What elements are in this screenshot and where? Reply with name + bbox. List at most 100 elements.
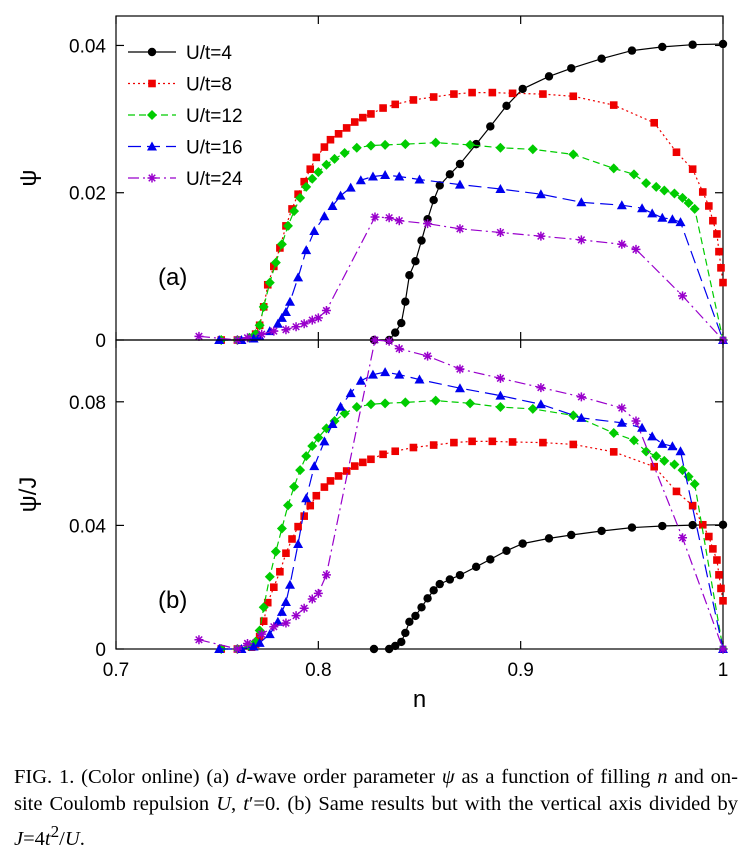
panel-b-data-point [367, 369, 378, 379]
panel-b-series-u-t-16 [214, 367, 728, 653]
panel-b-data-point [569, 440, 578, 449]
panel-b-data-point [657, 438, 668, 448]
panel-b-data-point [369, 644, 379, 654]
panel-a-data-point [455, 159, 465, 169]
panel-a-data-point [576, 235, 586, 245]
panel-b-data-point [282, 500, 293, 511]
panel-b-data-point [307, 594, 317, 604]
legend-marker-u-t-16 [147, 141, 157, 151]
panel-b-plot-frame [115, 339, 724, 650]
panel-a-data-point [678, 291, 688, 301]
panel-a-data-point [675, 217, 686, 227]
panel-b-data-point [536, 383, 546, 393]
panel-b-data-point [450, 438, 458, 447]
panel-b-data-point [257, 629, 267, 639]
panel-a-data-point [367, 110, 375, 118]
panel-a-data-point [365, 140, 376, 151]
panel-b-data-point [637, 422, 648, 432]
panel-b-data-point [259, 617, 268, 625]
panel-a-data-point [502, 101, 511, 111]
panel-a-data-point [280, 307, 291, 317]
panel-b-data-point [370, 335, 380, 345]
panel-a-data-point [429, 93, 438, 101]
panel-b-series-u-t-24 [194, 335, 728, 654]
panel-b-data-point [367, 455, 375, 464]
panel-a-data-point [327, 200, 338, 210]
panel-a-data-point [335, 190, 346, 200]
panel-b-data-point [488, 437, 497, 446]
panel-a-data-point [400, 139, 411, 150]
panel-b-data-point [435, 579, 444, 589]
panel-a-data-point [508, 89, 517, 98]
panel-a-data-point [445, 170, 455, 179]
panel-a-data-point [391, 100, 400, 109]
panel-b-data-point [628, 435, 639, 446]
panel-a-data-point [254, 320, 265, 331]
panel-a-data-point [698, 188, 707, 196]
panel-b-data-point [359, 458, 367, 467]
panel-b-data-point [301, 451, 312, 462]
panel-b-data-point [718, 520, 728, 529]
panel-b-data-point [400, 397, 411, 408]
panel-a-data-point [429, 195, 438, 205]
panel-b-data-point [281, 618, 291, 628]
panel-b-y-tick-label: 0.04 [69, 516, 106, 537]
panel-a-data-point [535, 189, 546, 199]
panel-b-data-point [608, 428, 619, 439]
panel-b-data-point [301, 493, 312, 503]
panel-a-y-axis-label: ψ [15, 169, 42, 186]
panel-b-data-point [471, 562, 481, 572]
panel-b-data-point [293, 538, 304, 548]
panel-b-data-point [405, 617, 414, 627]
panel-a-series-u-t-16 [214, 170, 728, 344]
panel-b-data-point [345, 388, 356, 398]
panel-b-data-point [319, 436, 330, 446]
panel-a-data-point [264, 277, 275, 288]
panel-b-data-point [276, 567, 284, 576]
panel-b-data-point [518, 539, 527, 548]
panel-a-data-point [677, 192, 688, 203]
panel-b-data-point [715, 571, 723, 579]
panel-a-data-point [658, 42, 667, 52]
panel-b-data-point [675, 446, 686, 456]
panel-b-data-point [411, 611, 420, 621]
panel-b-data-point [327, 419, 338, 429]
panel-b-data-point [713, 556, 721, 564]
panel-a-data-point [617, 239, 627, 249]
panel-b-data-point [264, 629, 275, 639]
panel-a-data-point [539, 90, 547, 98]
panel-b-data-point [276, 606, 287, 616]
panel-a-data-point [270, 257, 281, 268]
panel-b-data-point [335, 401, 346, 411]
panel-b-data-point [258, 602, 269, 613]
panel-a-data-point [394, 171, 405, 181]
panel-b-x-tick-label: 1 [718, 660, 729, 681]
panel-a-data-point [320, 143, 329, 151]
panel-a-data-point [647, 208, 658, 218]
legend-label-u-t-4: U/t=4 [186, 43, 232, 64]
panel-b-data-point [270, 546, 281, 557]
panel-b-data-point [280, 597, 291, 607]
panel-b-data-point [617, 403, 627, 413]
panel-a-data-point [627, 46, 637, 55]
panel-a-data-point [293, 272, 304, 282]
panel-b-data-point [717, 584, 725, 593]
panel-a-data-point [568, 149, 579, 160]
panel-b-data-point [429, 441, 438, 449]
panel-b-y-axis-label: ψ/J [15, 477, 42, 513]
panel-b-data-point [307, 440, 318, 451]
panel-a-data-point [334, 130, 343, 138]
panel-a-data-point [243, 333, 253, 343]
panel-b-data-point [384, 336, 394, 346]
panel-b-data-point [409, 443, 418, 452]
panel-b-data-point [468, 437, 476, 446]
panel-b-data-point [719, 596, 727, 605]
panel-b-data-point [313, 588, 323, 598]
panel-b-x-tick-label: 0.8 [305, 660, 331, 681]
panel-b-data-point [689, 478, 700, 489]
panel-a-data-point [329, 153, 340, 164]
panel-b-data-point [430, 395, 441, 406]
panel-b-data-point [380, 398, 391, 409]
panel-b-data-point [306, 501, 315, 510]
panel-b-data-point [709, 545, 717, 553]
